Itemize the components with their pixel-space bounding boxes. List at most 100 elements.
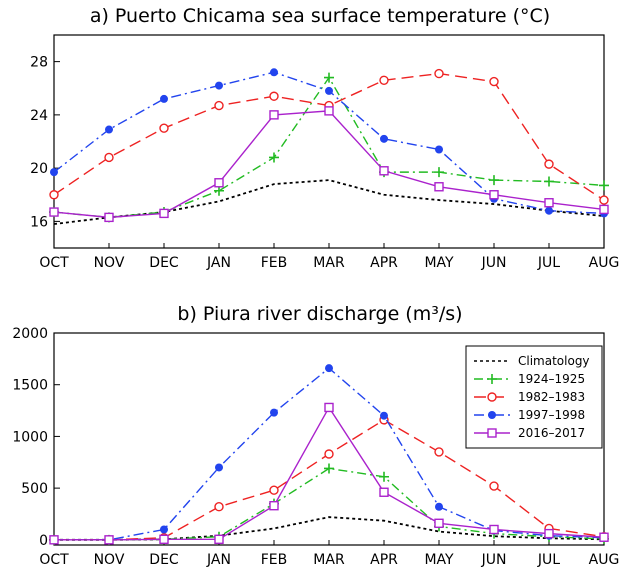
data-point <box>489 76 499 87</box>
data-point <box>159 123 169 133</box>
legend-label: 2016–2017 <box>518 426 585 440</box>
x-tick-label: JUL <box>537 552 560 568</box>
x-tick-label: JAN <box>206 552 231 568</box>
data-point <box>434 68 444 79</box>
data-point <box>435 502 443 511</box>
data-point <box>379 166 389 176</box>
data-point <box>270 408 278 417</box>
data-point <box>545 206 553 215</box>
data-point <box>325 86 333 95</box>
x-tick-label: MAR <box>313 552 345 568</box>
data-point <box>214 178 224 188</box>
data-point <box>104 152 114 163</box>
data-point <box>215 463 223 472</box>
series-1997-1998 <box>50 68 608 218</box>
legend-marker <box>487 392 497 402</box>
series-line <box>53 110 605 219</box>
data-point <box>49 207 59 217</box>
x-tick-label: JUL <box>537 255 560 271</box>
data-point <box>269 501 279 511</box>
legend-marker <box>487 374 497 384</box>
data-point <box>104 212 114 223</box>
data-point <box>434 182 444 192</box>
data-point <box>544 198 554 208</box>
data-point <box>434 167 444 178</box>
x-tick-label: FEB <box>261 552 288 568</box>
legend-marker <box>488 411 496 419</box>
data-point <box>489 524 499 535</box>
data-point <box>434 518 444 528</box>
data-point <box>599 532 609 542</box>
x-tick-label: MAY <box>424 552 454 568</box>
data-point <box>269 91 279 101</box>
x-tick-label: NOV <box>94 552 125 568</box>
data-point <box>544 528 554 539</box>
data-point <box>379 471 389 482</box>
y-tick-label: 500 <box>21 481 48 497</box>
data-point <box>324 463 334 474</box>
x-tick-label: JUN <box>481 255 507 271</box>
x-tick-label: FEB <box>261 255 288 271</box>
data-point <box>380 411 388 420</box>
data-point <box>269 485 279 495</box>
series-2016-2017 <box>49 106 609 223</box>
data-point <box>49 190 59 200</box>
x-tick-label: MAR <box>313 255 345 271</box>
x-tick-label: OCT <box>39 552 69 568</box>
data-point <box>50 168 58 177</box>
data-point <box>379 487 389 497</box>
data-point <box>214 502 224 512</box>
y-tick-label: 16 <box>30 214 48 230</box>
data-point <box>599 204 609 215</box>
y-tick-label: 28 <box>30 55 48 71</box>
data-point <box>435 145 443 154</box>
data-point <box>324 106 334 116</box>
series-line <box>53 76 605 219</box>
legend-label: 1982–1983 <box>518 390 585 404</box>
data-point <box>160 525 168 534</box>
data-point <box>379 75 389 85</box>
data-point <box>489 481 499 491</box>
y-tick-label: 20 <box>30 161 48 177</box>
data-point <box>324 449 334 459</box>
legend-label: Climatology <box>518 354 590 368</box>
legend-marker <box>487 428 497 438</box>
y-tick-label: 2000 <box>12 326 48 342</box>
data-point <box>324 72 334 83</box>
x-tick-label: AUG <box>589 255 620 271</box>
data-point <box>599 180 609 191</box>
data-point <box>489 175 499 186</box>
x-tick-label: DEC <box>149 255 179 271</box>
x-tick-label: APR <box>370 552 398 568</box>
y-tick-label: 1500 <box>12 378 48 394</box>
x-tick-label: OCT <box>39 255 69 271</box>
data-point <box>544 176 554 187</box>
x-tick-label: NOV <box>94 255 125 271</box>
data-point <box>270 68 278 77</box>
chart-b-title: b) Piura river discharge (m³/s) <box>177 303 462 325</box>
data-point <box>159 208 169 219</box>
y-tick-label: 24 <box>30 108 48 124</box>
series-line <box>54 516 605 541</box>
x-tick-label: DEC <box>149 552 179 568</box>
legend-label: 1924–1925 <box>518 372 585 386</box>
data-point <box>380 134 388 143</box>
data-point <box>215 81 223 90</box>
legend: Climatology 1924–1925 1982–1983 1997–1998 20… <box>465 345 603 449</box>
data-point <box>599 195 609 205</box>
x-tick-label: MAY <box>424 255 454 271</box>
data-point <box>214 100 224 111</box>
series-1982-1983 <box>49 68 609 205</box>
x-tick-label: JUN <box>481 552 507 568</box>
series-climatology <box>54 516 605 541</box>
y-tick-label: 0 <box>39 533 48 549</box>
chart-b: OCT NOV DEC JAN FEB MAR APR MAY JUN JUL AUG 0 500 100… <box>12 326 619 568</box>
x-tick-label: JAN <box>206 255 231 271</box>
data-point <box>159 534 169 545</box>
series-line <box>53 179 605 225</box>
x-tick-label: APR <box>370 255 398 271</box>
data-point <box>49 535 59 545</box>
data-point <box>269 152 279 163</box>
data-point <box>489 190 499 200</box>
